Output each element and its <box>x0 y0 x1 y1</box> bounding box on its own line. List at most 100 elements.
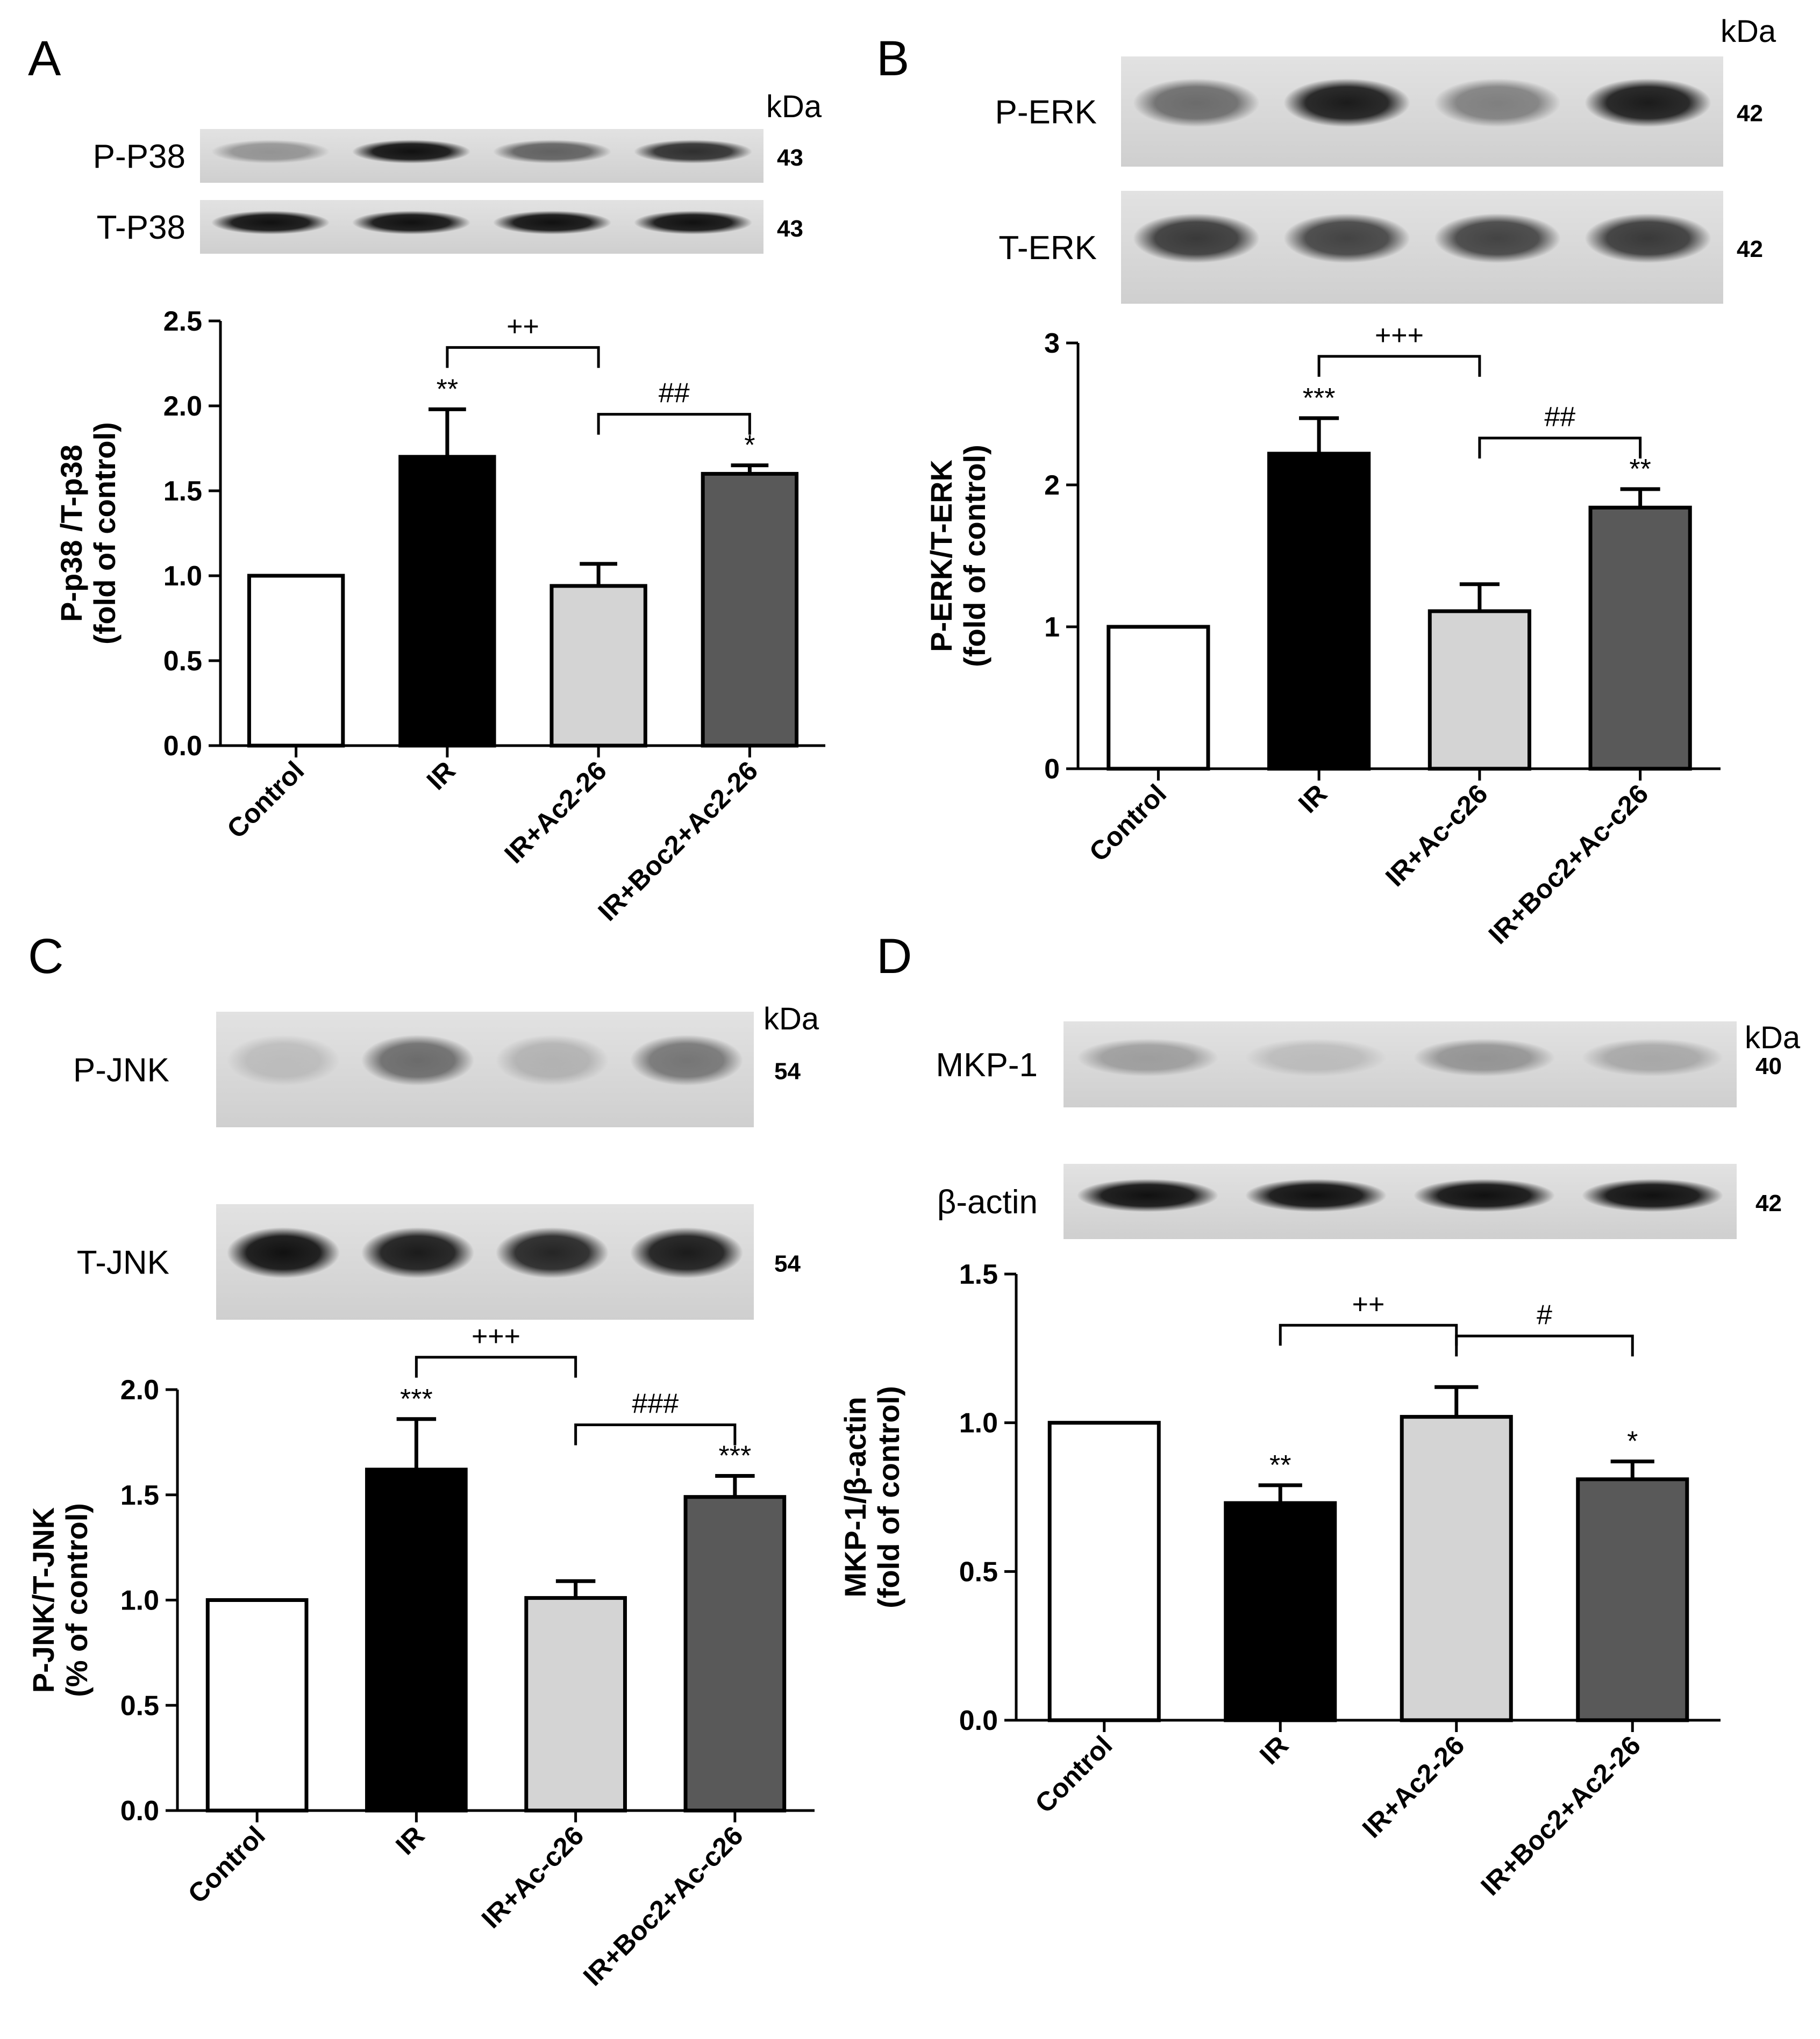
y-tick-label: 3 <box>1044 328 1060 359</box>
blot-label: T-JNK <box>77 1244 169 1282</box>
blot-kda: 54 <box>774 1251 801 1277</box>
blot-label: β-actin <box>937 1184 1038 1221</box>
y-axis-label-line1: P-JNK/T-JNK <box>26 1507 60 1693</box>
comparison-label: # <box>1537 1299 1552 1330</box>
y-tick-label: 1.5 <box>120 1480 159 1511</box>
blot-label: P-P38 <box>93 138 185 175</box>
significance-marker: ** <box>1629 454 1651 485</box>
y-tick-label: 0 <box>1044 754 1060 785</box>
comparison-label: ++ <box>1352 1289 1385 1320</box>
panel-letter: B <box>876 31 909 86</box>
comparison-bracket <box>1279 1323 1458 1346</box>
y-axis-label-line1: MKP-1/β-actin <box>838 1397 872 1597</box>
x-category-label: IR <box>1254 1730 1294 1770</box>
comparison-bracket <box>574 1423 737 1446</box>
y-axis-label: P-ERK/T-ERK (fold of control) <box>924 445 991 667</box>
y-tick-label: 0.5 <box>120 1690 159 1721</box>
blot-kda: 40 <box>1755 1053 1782 1079</box>
y-tick-label: 0.0 <box>959 1705 998 1736</box>
significance-marker: *** <box>719 1441 752 1472</box>
blot-band <box>1133 213 1260 263</box>
blot-kda: 42 <box>1737 101 1763 127</box>
comparison-bracket <box>1317 355 1481 377</box>
x-category-label: IR+Ac-c26 <box>476 1820 590 1934</box>
blot-kda: 43 <box>777 145 803 171</box>
x-category-label: IR+Ac2-26 <box>498 755 612 869</box>
comparison-bracket <box>1455 1334 1634 1357</box>
blot-band <box>1283 213 1410 263</box>
y-tick-label: 1.5 <box>959 1259 998 1290</box>
blot-strip <box>1121 191 1723 304</box>
bar <box>1576 1477 1689 1722</box>
y-tick-label: 0.5 <box>163 646 202 677</box>
blot-band <box>1434 213 1561 263</box>
y-tick-label: 2.0 <box>120 1375 159 1406</box>
blot-strip <box>200 200 763 254</box>
comparison-label: ## <box>1544 402 1575 433</box>
bar <box>1400 1415 1513 1722</box>
blot-kda: 42 <box>1755 1190 1782 1217</box>
y-axis-label: P-p38 /T-p38 (fold of control) <box>54 422 122 645</box>
bar <box>683 1495 787 1813</box>
bar <box>205 1598 309 1813</box>
y-axis-label: P-JNK/T-JNK (% of control) <box>26 1503 94 1697</box>
x-category-label: Control <box>221 755 310 844</box>
blot-band <box>361 1035 474 1086</box>
y-axis-label-line1: P-ERK/T-ERK <box>924 460 958 652</box>
blot-band <box>361 1227 474 1278</box>
comparison-bracket <box>446 346 600 368</box>
blot-band <box>1582 1039 1723 1077</box>
comparison-bracket <box>597 413 751 435</box>
blot-band <box>633 211 753 234</box>
significance-marker: * <box>1627 1426 1638 1457</box>
blot-band <box>1414 1039 1555 1077</box>
x-category-label: IR <box>1293 778 1333 819</box>
y-tick-label: 0.0 <box>120 1795 159 1827</box>
y-tick-label: 1.0 <box>120 1585 159 1616</box>
panel-letter: C <box>28 929 63 984</box>
y-tick-label: 2.5 <box>163 306 202 337</box>
blot-band <box>1245 1039 1387 1077</box>
significance-marker: * <box>744 430 755 461</box>
x-category-label: IR+Boc2+Ac-c26 <box>577 1820 749 1992</box>
blot-band <box>211 140 330 163</box>
blot-band <box>1585 78 1711 127</box>
blot-strip <box>216 1204 754 1320</box>
blot-band <box>630 1035 743 1086</box>
comparison-label: +++ <box>1375 320 1424 351</box>
y-tick-label: 0.0 <box>163 731 202 762</box>
blot-kda: 54 <box>774 1058 801 1085</box>
y-tick-label: 0.5 <box>959 1556 998 1587</box>
blot-band <box>352 140 471 163</box>
bar <box>524 1596 627 1813</box>
significance-marker: *** <box>400 1384 433 1415</box>
blot-band <box>1582 1179 1723 1212</box>
bar <box>398 455 496 748</box>
bar-chart-a: 0.0 0.5 1.0 1.5 2.0 2.5 P-p38 /T-p38 (fold of c… <box>54 306 825 927</box>
significance-marker: ** <box>437 374 458 405</box>
blot-kda: 42 <box>1737 236 1763 262</box>
y-tick-label: 2.0 <box>163 391 202 422</box>
bar <box>1107 625 1210 771</box>
bar <box>1267 452 1371 771</box>
blot-band <box>1434 78 1561 127</box>
x-category-label: IR+Boc2+Ac2-26 <box>1475 1730 1646 1901</box>
blot-strip <box>1064 1164 1737 1239</box>
bar <box>247 574 345 748</box>
y-axis-label-line2: (fold of control) <box>88 422 122 645</box>
bar <box>1047 1421 1161 1722</box>
x-category-label: IR+Ac2-26 <box>1357 1730 1471 1844</box>
y-tick-label: 2 <box>1044 470 1060 501</box>
x-category-label: Control <box>1029 1730 1118 1819</box>
blot-band <box>1133 78 1260 127</box>
x-category-label: IR+Boc2+Ac-c26 <box>1483 778 1654 950</box>
significance-marker: ** <box>1269 1450 1291 1481</box>
blot-strip <box>1121 56 1723 167</box>
x-category-label: IR <box>421 755 461 796</box>
blot-label: T-ERK <box>998 230 1097 267</box>
blot-band <box>1414 1179 1555 1212</box>
comparison-label: ## <box>659 378 690 409</box>
blot-band <box>496 1227 609 1278</box>
x-category-label: IR <box>390 1820 430 1861</box>
